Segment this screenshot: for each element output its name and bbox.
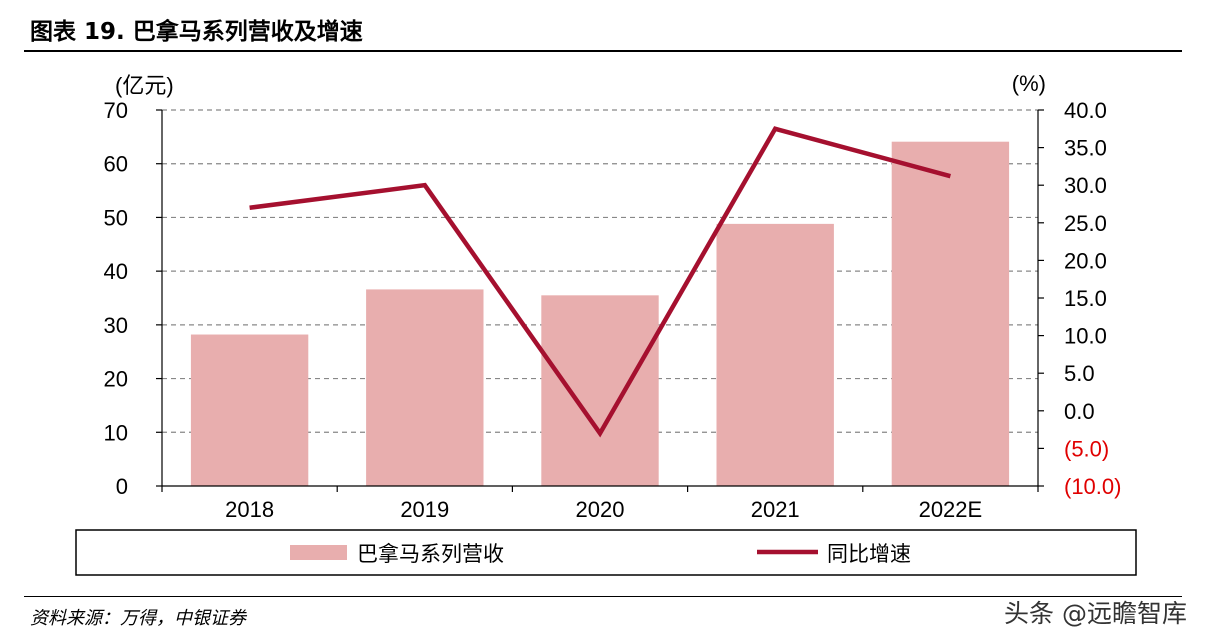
x-tick-label: 2020 xyxy=(576,497,625,522)
y-left-tick-label: 0 xyxy=(116,474,128,499)
legend-label-bar: 巴拿马系列营收 xyxy=(357,542,504,566)
source-rule xyxy=(24,596,1182,597)
y-right-tick-label: (5.0) xyxy=(1064,436,1109,461)
source-note: 资料来源：万得，中银证券 xyxy=(30,608,246,629)
axes xyxy=(156,109,1044,492)
growth-line xyxy=(249,126,951,438)
bar xyxy=(716,223,834,487)
x-tick-label: 2022E xyxy=(919,497,983,522)
y-right-tick-label: 0.0 xyxy=(1064,399,1095,424)
bar xyxy=(190,334,309,486)
y-left-tick-label: 20 xyxy=(104,367,128,392)
y-right-tick-label: 25.0 xyxy=(1064,211,1107,236)
y-left-tick-label: 70 xyxy=(104,98,128,123)
y-right-tick-label: 20.0 xyxy=(1064,248,1107,273)
line-series xyxy=(249,126,951,438)
y-right-tick-label: 30.0 xyxy=(1064,173,1107,198)
watermark: 头条 @远瞻智库 xyxy=(1004,599,1187,628)
legend: 巴拿马系列营收 同比增速 xyxy=(75,529,1137,576)
y-right-tick-label: 15.0 xyxy=(1064,286,1107,311)
y-left-tick-label: 10 xyxy=(104,420,128,445)
bar xyxy=(891,141,1010,487)
tick-labels: 0 10 20 30 40 50 60 70 (10.0) (5.0) 0.0 5.0 10.0 15.0… xyxy=(104,71,1122,522)
x-tick-label: 2021 xyxy=(751,497,800,522)
y-right-unit-label: (%) xyxy=(1012,71,1046,96)
x-tick-label: 2018 xyxy=(225,497,274,522)
legend-swatch-bar xyxy=(290,545,347,560)
bar-series xyxy=(190,141,1010,487)
y-left-unit-label: (亿元) xyxy=(115,73,174,98)
y-left-tick-label: 60 xyxy=(104,152,128,177)
y-left-tick-label: 40 xyxy=(104,259,128,284)
legend-box xyxy=(75,529,1137,576)
y-right-tick-label: 5.0 xyxy=(1064,361,1095,386)
y-right-tick-label: 40.0 xyxy=(1064,98,1107,123)
x-tick-label: 2019 xyxy=(400,497,449,522)
figure-title: 图表 19. 巴拿马系列营收及增速 xyxy=(30,19,363,45)
y-right-tick-label: 35.0 xyxy=(1064,136,1107,161)
title-rule xyxy=(24,50,1182,52)
bar xyxy=(366,289,484,486)
y-right-tick-label: 10.0 xyxy=(1064,324,1107,349)
bar xyxy=(541,295,659,486)
legend-label-line: 同比增速 xyxy=(827,542,911,566)
y-left-tick-label: 30 xyxy=(104,313,128,338)
y-right-tick-label: (10.0) xyxy=(1064,474,1121,499)
y-left-tick-label: 50 xyxy=(104,205,128,230)
